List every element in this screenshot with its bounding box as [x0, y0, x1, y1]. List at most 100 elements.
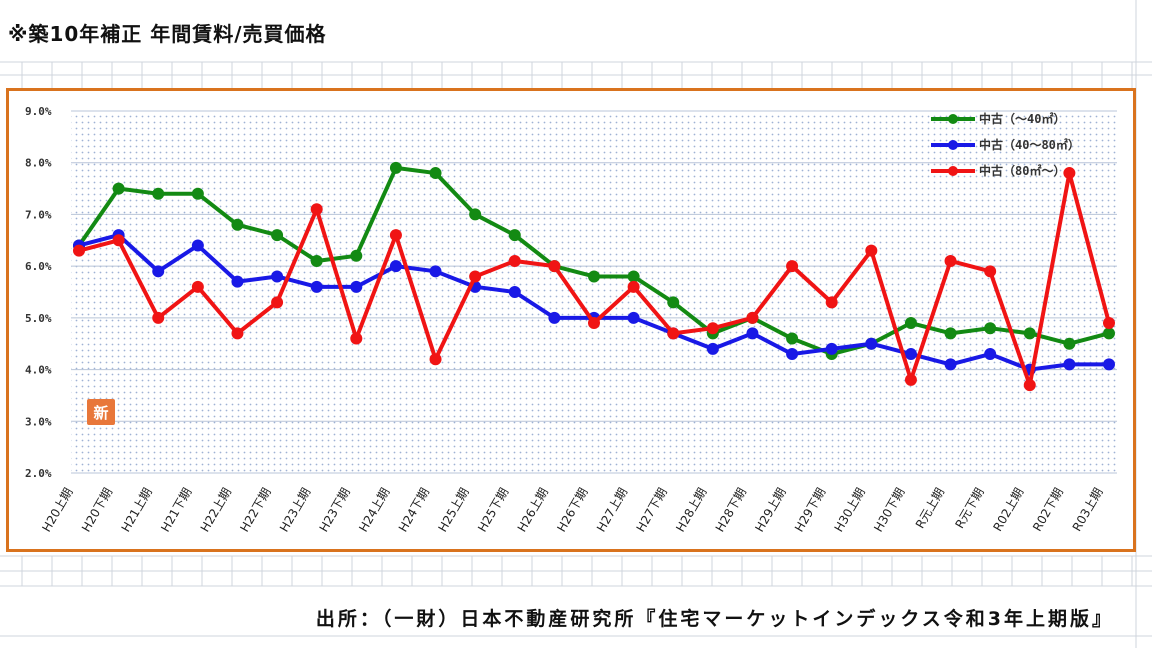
data-point [588, 270, 600, 283]
x-tick-label: H30下期 [871, 486, 907, 535]
data-point [152, 311, 165, 324]
data-point [786, 332, 799, 345]
data-point [469, 270, 482, 283]
y-tick-label: 6.0% [25, 260, 52, 273]
x-tick-label: H22上期 [198, 486, 234, 535]
data-point [429, 167, 442, 180]
data-point [389, 229, 402, 242]
y-tick-label: 4.0% [25, 364, 52, 377]
x-tick-label: H24下期 [396, 486, 432, 535]
y-tick-label: 9.0% [25, 105, 52, 118]
data-point [350, 280, 363, 293]
data-point [1063, 358, 1076, 371]
data-point [667, 327, 680, 340]
x-tick-label: H20下期 [79, 486, 115, 535]
chart-frame: 2.0% 3.0% 4.0% 5.0% 6.0% 7.0% 8.0% 9.0% H20上期 H20… [6, 88, 1136, 552]
data-point [350, 249, 363, 262]
data-point [1023, 379, 1036, 392]
x-tick-label: H23上期 [277, 486, 313, 535]
x-tick-label: H29上期 [752, 486, 788, 535]
data-point [350, 332, 363, 345]
source-citation: 出所：（一財）日本不動産研究所『住宅マーケットインデックス令和3年上期版』 [315, 608, 1114, 630]
x-tick-label: H25下期 [475, 486, 511, 535]
data-point [904, 317, 917, 330]
x-tick-label: H24上期 [356, 486, 392, 535]
x-tick-label: H22下期 [237, 486, 273, 535]
legend-marker [948, 114, 958, 124]
data-point [152, 265, 165, 278]
data-point [1063, 167, 1076, 180]
data-point [429, 265, 442, 278]
x-tick-label: H26上期 [515, 486, 551, 535]
plot-area [71, 111, 1117, 473]
data-point [231, 218, 244, 231]
legend-marker [948, 166, 958, 176]
data-point [825, 342, 838, 355]
data-point [508, 254, 521, 267]
x-tick-label: H21上期 [119, 486, 155, 535]
new-badge [87, 399, 115, 425]
data-point [984, 348, 997, 361]
data-point [904, 348, 917, 361]
x-tick-label: H21下期 [158, 486, 194, 535]
y-tick-label: 2.0% [25, 467, 52, 480]
data-point [548, 260, 561, 273]
data-point [746, 311, 759, 324]
data-point [667, 296, 680, 309]
data-point [1103, 317, 1115, 330]
x-tick-label: H23下期 [317, 486, 353, 535]
x-tick-label: R02上期 [990, 486, 1026, 534]
x-tick-label: R02下期 [1030, 486, 1066, 534]
y-tick-label: 8.0% [25, 157, 52, 170]
line-chart: 2.0% 3.0% 4.0% 5.0% 6.0% 7.0% 8.0% 9.0% H20上期 H20… [25, 105, 1117, 535]
y-tick-label: 5.0% [25, 312, 52, 325]
x-tick-label: H27上期 [594, 486, 630, 535]
data-point [508, 229, 521, 242]
data-point [152, 187, 165, 200]
data-point [944, 327, 957, 340]
data-point [786, 260, 799, 273]
y-tick-label: 7.0% [25, 208, 52, 221]
data-point [231, 327, 244, 340]
x-tick-label: H30上期 [832, 486, 868, 535]
y-tick-label: 3.0% [25, 415, 52, 428]
data-point [865, 337, 878, 350]
data-point [627, 311, 640, 324]
data-point [984, 265, 997, 278]
data-point [825, 296, 838, 309]
data-point [310, 203, 323, 216]
data-point [944, 358, 957, 371]
data-point [429, 353, 442, 366]
data-point [1063, 337, 1076, 350]
data-point [944, 254, 957, 267]
x-tick-label: H25上期 [435, 486, 471, 535]
x-tick-label: R元下期 [952, 486, 986, 531]
data-point [271, 270, 284, 283]
data-point [1103, 327, 1115, 340]
data-point [706, 322, 719, 335]
x-tick-label: R元上期 [913, 486, 947, 531]
data-point [73, 244, 85, 257]
data-point [865, 244, 878, 257]
data-point [271, 229, 284, 242]
data-point [112, 182, 125, 195]
data-point [706, 342, 719, 355]
data-point [271, 296, 284, 309]
data-point [1023, 327, 1036, 340]
x-tick-label: R03上期 [1070, 486, 1106, 534]
data-point [508, 286, 521, 298]
data-point [191, 280, 204, 293]
x-tick-label: H28下期 [713, 486, 749, 535]
data-point [389, 161, 402, 174]
data-point [310, 280, 323, 293]
x-tick-label: H29下期 [792, 486, 828, 535]
data-point [588, 317, 600, 330]
data-point [231, 275, 244, 288]
x-tick-label: H26下期 [554, 486, 590, 535]
new-badge-text: 新 [93, 404, 108, 422]
data-point [548, 311, 561, 324]
data-point [469, 208, 482, 221]
legend-label: 中古（80㎡～） [979, 163, 1065, 178]
data-point [627, 280, 640, 293]
